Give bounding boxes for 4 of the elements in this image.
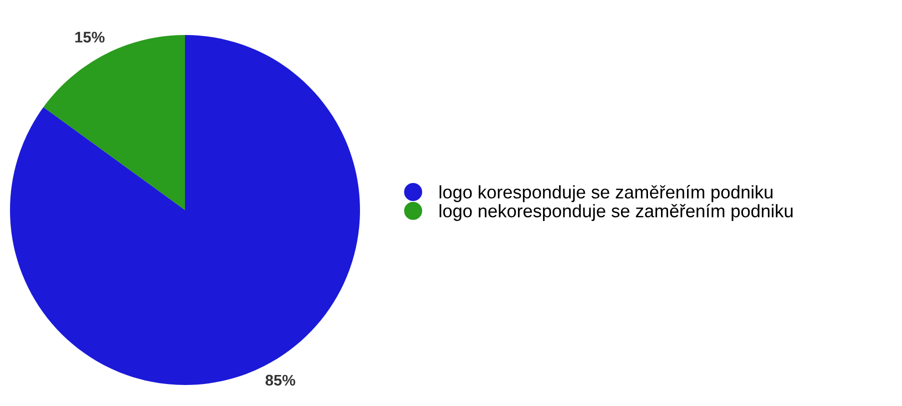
data-label: 85% bbox=[266, 374, 296, 386]
legend-label: logo koresponduje se zaměřením podniku bbox=[440, 185, 772, 202]
data-label: 15% bbox=[75, 32, 105, 43]
legend-label: logo nekoresponduje se zaměřením podniku bbox=[440, 204, 793, 221]
